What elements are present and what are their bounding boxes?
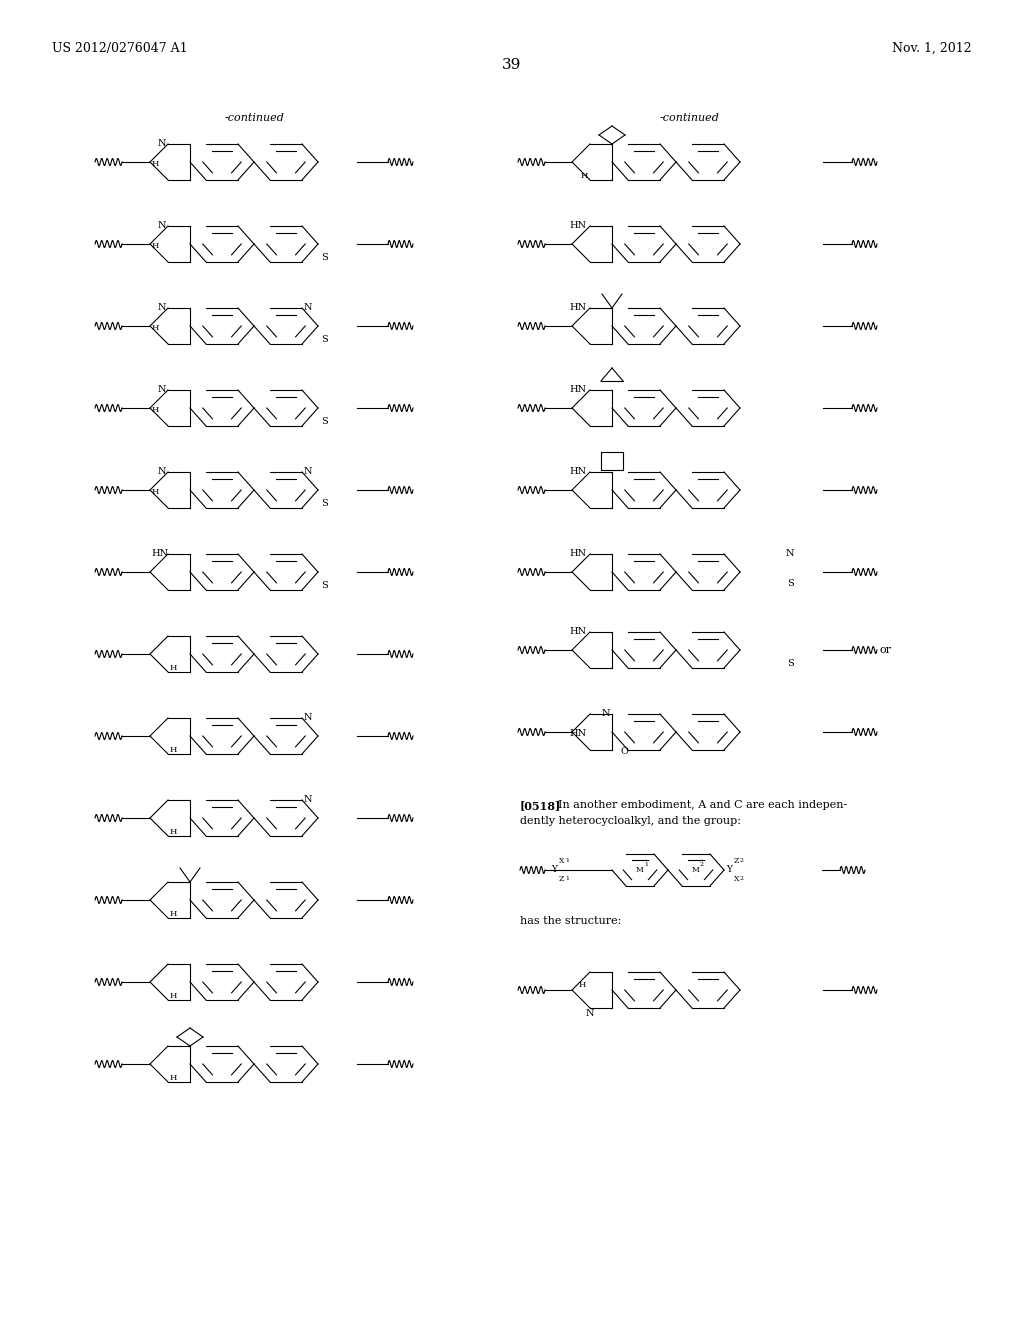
Text: N: N bbox=[586, 1010, 594, 1019]
Text: HN: HN bbox=[152, 549, 169, 557]
Text: N: N bbox=[158, 384, 166, 393]
Text: N: N bbox=[158, 302, 166, 312]
Text: 2: 2 bbox=[740, 858, 744, 863]
Text: dently heterocycloalkyl, and the group:: dently heterocycloalkyl, and the group: bbox=[520, 816, 741, 826]
Text: H: H bbox=[581, 172, 588, 180]
Text: N: N bbox=[304, 467, 312, 477]
Text: N: N bbox=[158, 139, 166, 148]
Text: Z: Z bbox=[559, 875, 564, 883]
Text: H: H bbox=[169, 909, 177, 917]
Text: H: H bbox=[169, 828, 177, 836]
Text: H: H bbox=[152, 407, 159, 414]
Text: 2: 2 bbox=[700, 862, 705, 867]
Text: HN: HN bbox=[569, 549, 587, 557]
Text: H: H bbox=[579, 981, 586, 989]
Text: N: N bbox=[304, 796, 312, 804]
Text: H: H bbox=[152, 160, 159, 168]
Text: HN: HN bbox=[569, 220, 587, 230]
Text: N: N bbox=[304, 714, 312, 722]
Text: H: H bbox=[169, 1074, 177, 1082]
Text: -continued: -continued bbox=[225, 114, 285, 123]
Text: H: H bbox=[169, 746, 177, 754]
Text: S: S bbox=[322, 253, 329, 263]
Text: N: N bbox=[158, 466, 166, 475]
Text: 1: 1 bbox=[565, 876, 569, 882]
Text: Y: Y bbox=[551, 866, 557, 874]
Text: H: H bbox=[152, 323, 159, 333]
Text: Y: Y bbox=[726, 866, 732, 874]
Text: In another embodiment, A and C are each indepen-: In another embodiment, A and C are each … bbox=[558, 800, 847, 810]
Text: HN: HN bbox=[569, 729, 587, 738]
Text: has the structure:: has the structure: bbox=[520, 916, 622, 927]
Text: X: X bbox=[559, 857, 564, 865]
Text: S: S bbox=[322, 417, 329, 426]
Text: H: H bbox=[169, 664, 177, 672]
Text: S: S bbox=[786, 579, 794, 589]
Text: Z: Z bbox=[734, 857, 739, 865]
Text: HN: HN bbox=[569, 384, 587, 393]
Text: -continued: -continued bbox=[660, 114, 720, 123]
Text: US 2012/0276047 A1: US 2012/0276047 A1 bbox=[52, 42, 187, 55]
Text: N: N bbox=[785, 549, 795, 558]
Text: O: O bbox=[621, 747, 628, 755]
Text: 1: 1 bbox=[644, 862, 648, 867]
Text: HN: HN bbox=[569, 302, 587, 312]
Text: N: N bbox=[602, 709, 610, 718]
Text: 39: 39 bbox=[503, 58, 521, 73]
Text: M: M bbox=[636, 866, 644, 874]
Text: N: N bbox=[304, 304, 312, 313]
Text: H: H bbox=[169, 993, 177, 1001]
Text: or: or bbox=[880, 645, 892, 655]
Text: 2: 2 bbox=[740, 876, 744, 882]
Text: S: S bbox=[322, 582, 329, 590]
Text: 1: 1 bbox=[565, 858, 569, 863]
Text: HN: HN bbox=[569, 627, 587, 635]
Text: X: X bbox=[734, 875, 739, 883]
Text: S: S bbox=[786, 659, 794, 668]
Text: H: H bbox=[152, 242, 159, 249]
Text: [0518]: [0518] bbox=[520, 800, 561, 810]
Text: S: S bbox=[322, 335, 329, 345]
Text: Nov. 1, 2012: Nov. 1, 2012 bbox=[892, 42, 972, 55]
Text: H: H bbox=[152, 488, 159, 496]
Text: N: N bbox=[158, 220, 166, 230]
Text: S: S bbox=[322, 499, 329, 508]
Text: HN: HN bbox=[569, 466, 587, 475]
Text: M: M bbox=[692, 866, 699, 874]
